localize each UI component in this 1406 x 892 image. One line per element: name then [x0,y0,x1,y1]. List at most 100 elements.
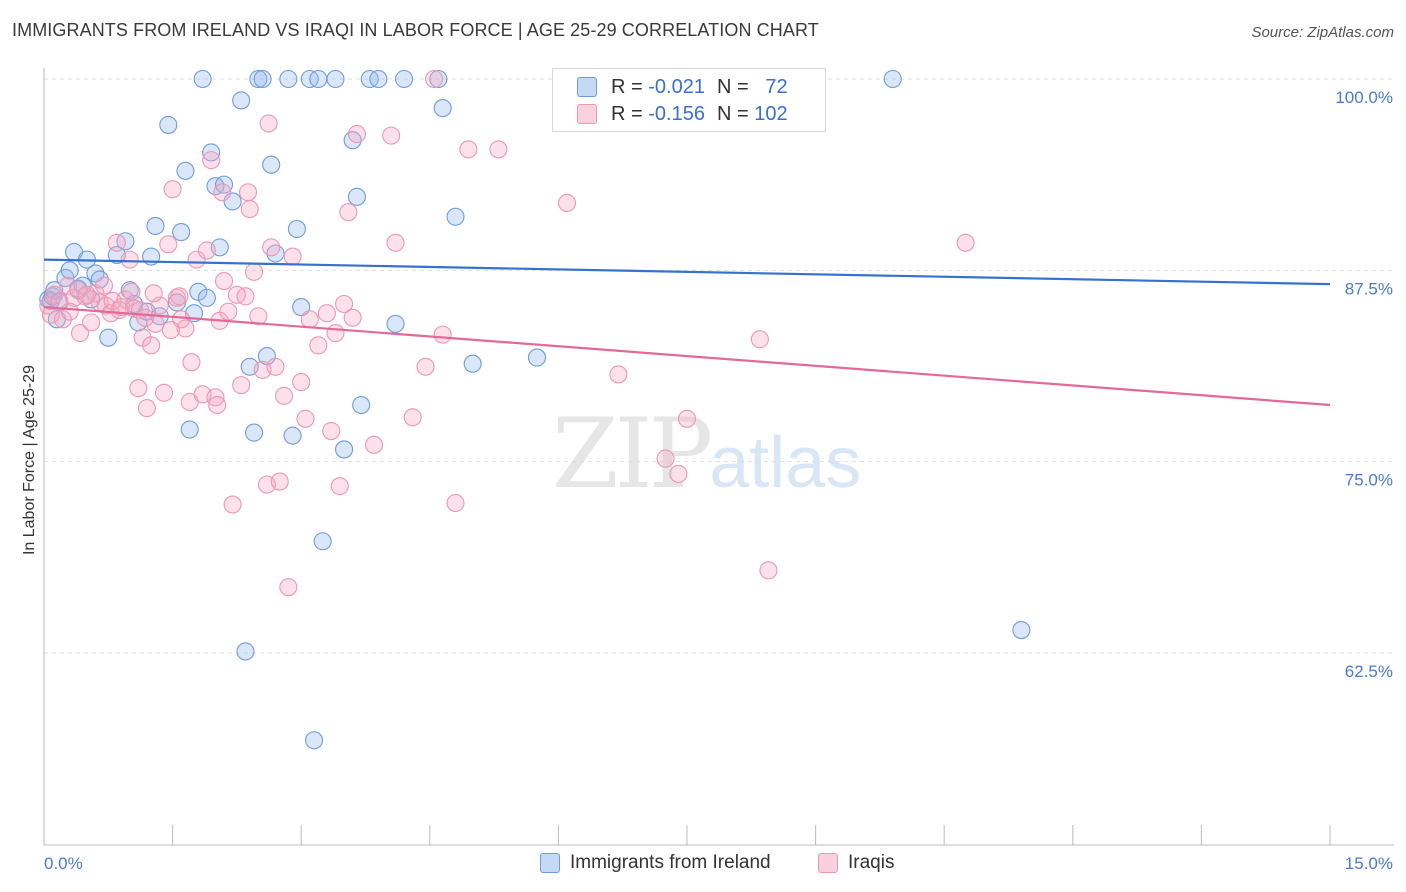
chart-title: IMMIGRANTS FROM IRELAND VS IRAQI IN LABO… [12,20,819,40]
bottom-legend-item-ireland: Immigrants from Ireland [540,852,771,874]
iraqi-point [956,233,975,252]
iraqi-point [270,472,289,491]
bottom-legend-label-ireland: Immigrants from Ireland [570,852,771,873]
iraqi-point [322,422,341,441]
legend-r-label: R = [611,75,643,98]
iraqi-point [176,319,195,338]
iraqi-point [142,336,161,355]
iraqi-point [213,183,232,202]
source-label: Source: ZipAtlas.com [1251,24,1394,41]
bottom-legend-label-iraqi: Iraqis [848,852,895,873]
iraqi-point [161,320,180,340]
iraqi-point [77,285,96,304]
iraqi-point [557,193,577,213]
ireland-point [352,395,371,415]
watermark: ZIPatlas [552,398,861,510]
ireland-point [386,314,405,333]
ireland-point [232,91,251,110]
iraqi-point [214,271,234,291]
legend-n-label: N = [716,102,749,125]
iraqi-point [69,281,88,300]
axes [43,68,1394,846]
legend-r-value-iraqi: -0.156 [648,102,705,125]
ireland-point [180,420,199,439]
ireland-point [395,69,414,89]
iraqi-point [232,376,251,395]
ireland-point [172,223,191,242]
iraqi-point [365,435,384,454]
series-ireland-points [39,69,1031,750]
ireland-point [463,354,482,373]
legend-swatch-iraqi [577,104,597,124]
iraqi-point [170,287,189,306]
ireland-point [262,155,281,174]
trend-line-ireland [43,258,1331,286]
iraqi-point [159,235,178,254]
legend-r-label: R = [611,102,643,125]
iraqi-point [129,379,148,398]
ireland-point [279,69,298,89]
bottom-legend-item-iraqi: Iraqis [818,852,894,874]
iraqi-point [275,386,294,405]
iraqi-point [279,578,298,597]
bottom-legend: Immigrants from Ireland Iraqis [0,852,1406,878]
ireland-point [292,298,311,317]
iraqi-point [459,140,478,159]
ireland-point [326,69,345,89]
y-tick-label: 75.0% [1345,471,1393,490]
ireland-point [253,69,272,89]
iraqi-point [309,336,328,355]
x-tick-label-max: 15.0% [1345,854,1393,873]
iraqi-point [386,233,405,252]
iraqi-point [82,313,101,332]
iraqi-point [120,250,139,269]
ireland-point [313,532,332,551]
iraqi-point [136,308,155,327]
iraqi-point [335,294,354,314]
watermark-atlas: atlas [709,423,862,503]
iraqi-point [240,200,259,219]
ireland-point [99,328,118,347]
ireland-point [309,69,328,89]
iraqi-point [122,282,141,301]
iraqi-point [238,183,258,202]
ireland-point [176,161,195,180]
y-tick-label: 62.5% [1345,662,1393,681]
trend-lines [43,258,1331,407]
iraqi-point [219,302,238,321]
iraqi-point [296,409,315,428]
iraqi-point [300,310,319,329]
legend-n-label: N = [716,75,749,98]
iraqi-point [41,305,60,324]
iraqi-point [330,477,349,496]
iraqi-point [759,561,778,580]
iraqi-point [347,125,366,144]
ireland-point [446,207,465,226]
iraqi-point [446,493,465,513]
iraqi-point [433,325,452,344]
ireland-point [429,69,448,89]
iraqi-point [137,399,156,418]
iraqi-point [94,276,114,295]
trend-line-iraqi [43,305,1331,407]
iraqi-point [382,126,401,145]
iraqi-point [339,203,358,222]
ireland-point [883,69,902,89]
bottom-legend-swatch-ireland [540,853,560,873]
iraqi-point [425,69,444,89]
x-tick-label-min: 0.0% [44,854,83,873]
legend-row-iraqi: R = -0.156 N = 102 [577,102,788,126]
iraqi-point [317,304,336,323]
iraqi-point [283,247,302,266]
iraqi-point [202,151,221,170]
iraqi-point [750,330,769,349]
ireland-point [1012,620,1031,640]
iraqi-point [656,449,675,468]
series-iraqi-points [39,69,975,597]
ireland-point [214,175,234,194]
ireland-point [197,288,216,307]
ireland-point [159,115,178,134]
iraqi-point [266,357,285,376]
ireland-point [287,219,306,239]
iraqi-point [669,464,688,483]
